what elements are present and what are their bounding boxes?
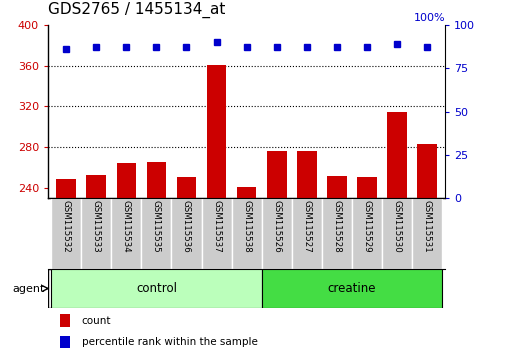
Bar <box>267 151 286 198</box>
Bar <box>51 269 261 308</box>
Bar <box>176 177 196 198</box>
Bar <box>111 198 141 269</box>
Bar <box>387 112 406 198</box>
Text: GDS2765 / 1455134_at: GDS2765 / 1455134_at <box>48 2 225 18</box>
Bar <box>141 198 171 269</box>
Text: GSM115534: GSM115534 <box>122 200 131 253</box>
Bar <box>417 144 436 198</box>
Text: control: control <box>136 282 177 295</box>
Bar <box>146 161 166 198</box>
Text: GSM115532: GSM115532 <box>62 200 71 253</box>
Bar <box>381 198 412 269</box>
Text: 100%: 100% <box>413 13 444 23</box>
Bar <box>81 198 111 269</box>
Text: GSM115538: GSM115538 <box>242 200 250 253</box>
Bar <box>291 198 321 269</box>
Text: GSM115529: GSM115529 <box>362 200 371 253</box>
Bar <box>351 198 381 269</box>
Bar <box>86 175 106 198</box>
Text: GSM115527: GSM115527 <box>302 200 311 253</box>
Bar <box>201 198 231 269</box>
Bar <box>321 198 351 269</box>
Bar <box>231 198 261 269</box>
Bar <box>60 314 70 327</box>
Text: GSM115526: GSM115526 <box>272 200 281 253</box>
Text: GSM115531: GSM115531 <box>422 200 431 253</box>
Text: percentile rank within the sample: percentile rank within the sample <box>82 337 257 347</box>
Text: creatine: creatine <box>327 282 376 295</box>
Text: count: count <box>82 316 111 326</box>
Text: GSM115535: GSM115535 <box>152 200 161 253</box>
Bar <box>357 177 376 198</box>
Bar <box>412 198 441 269</box>
Bar <box>51 198 81 269</box>
Text: GSM115537: GSM115537 <box>212 200 221 253</box>
Text: GSM115533: GSM115533 <box>91 200 100 253</box>
Text: GSM115530: GSM115530 <box>392 200 401 253</box>
Bar <box>171 198 201 269</box>
Bar <box>116 162 136 198</box>
Bar <box>327 176 346 198</box>
Text: GSM115536: GSM115536 <box>182 200 190 253</box>
Bar <box>296 151 316 198</box>
Bar <box>207 64 226 198</box>
Bar <box>236 187 256 198</box>
Bar <box>261 269 441 308</box>
Bar <box>60 336 70 348</box>
Text: agent: agent <box>13 284 45 293</box>
Text: GSM115528: GSM115528 <box>332 200 341 253</box>
Bar <box>261 198 291 269</box>
Bar <box>56 179 76 198</box>
